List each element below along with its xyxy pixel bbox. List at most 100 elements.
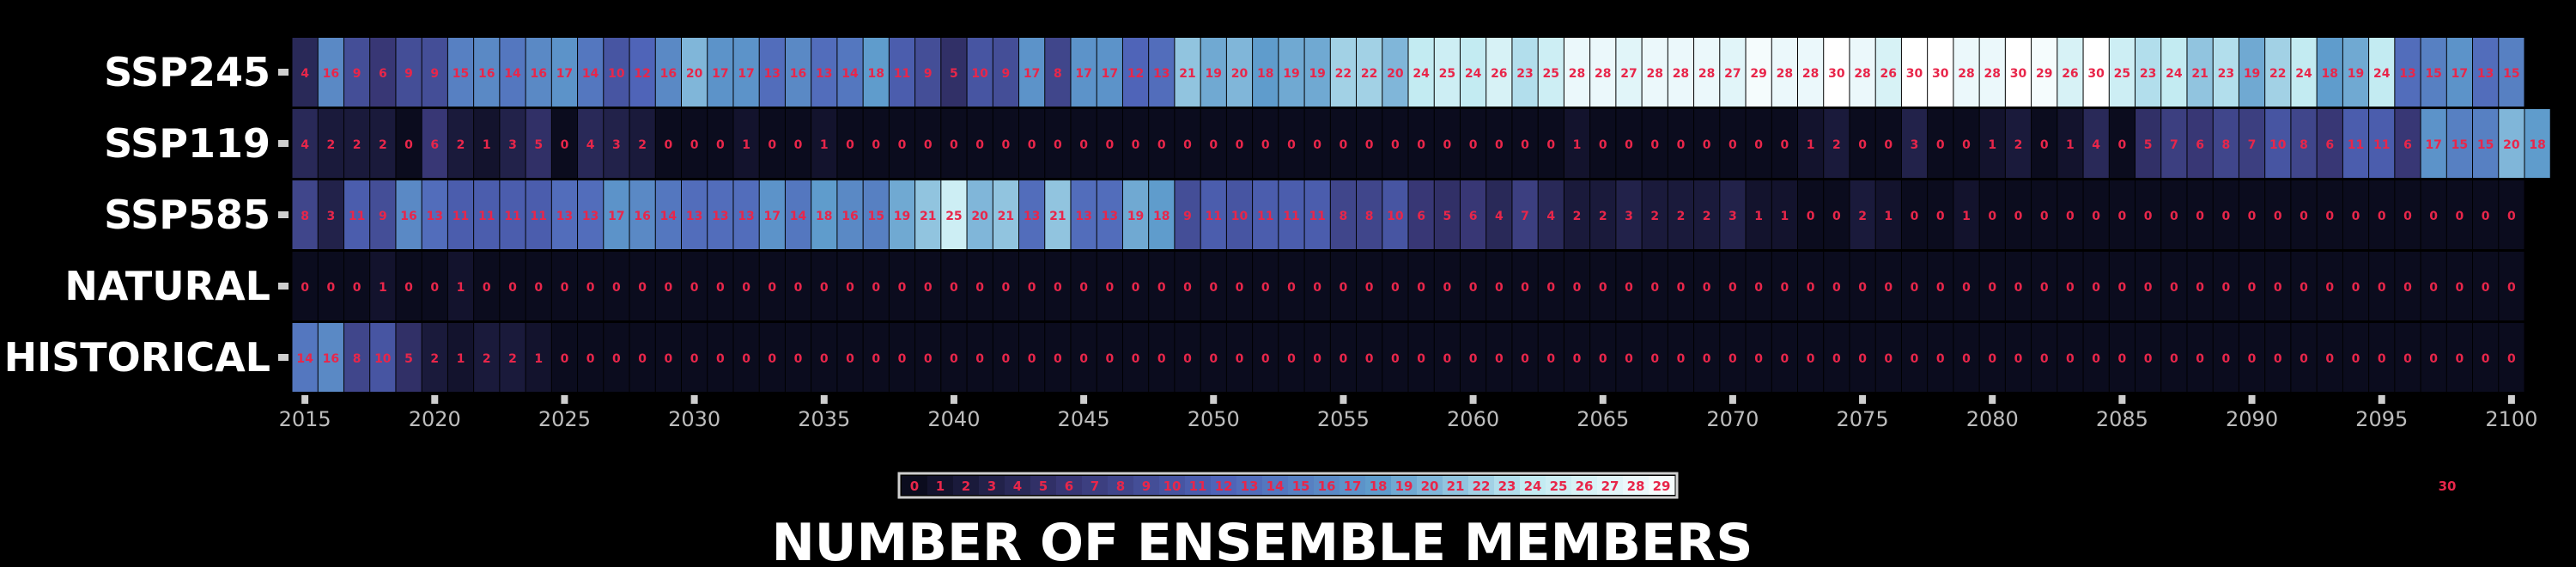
heatmap-cell bbox=[1797, 109, 1824, 178]
heatmap-cell bbox=[578, 323, 604, 392]
heatmap-cell bbox=[2213, 252, 2239, 320]
cell-value: 0 bbox=[2378, 210, 2386, 223]
heatmap-cell bbox=[1382, 323, 1408, 392]
heatmap-cell bbox=[578, 252, 604, 320]
heatmap-cell bbox=[551, 109, 578, 178]
cell-value: 0 bbox=[1028, 352, 1036, 366]
cell-value: 24 bbox=[2166, 67, 2183, 81]
cell-value: 0 bbox=[1728, 352, 1737, 366]
cell-value: 0 bbox=[1313, 138, 1321, 152]
cell-value: 19 bbox=[1206, 67, 1222, 81]
cell-value: 2 bbox=[1703, 210, 1711, 223]
heatmap-cell bbox=[1824, 323, 1850, 392]
cell-value: 17 bbox=[2425, 138, 2441, 152]
heatmap-cell bbox=[1616, 180, 1642, 249]
cell-value: 0 bbox=[664, 281, 672, 295]
cell-value: 0 bbox=[1443, 281, 1451, 295]
heatmap-cell bbox=[1460, 109, 1486, 178]
cell-value: 0 bbox=[1677, 138, 1686, 152]
cell-value: 0 bbox=[2092, 281, 2100, 295]
cell-value: 16 bbox=[790, 67, 806, 81]
heatmap-cell bbox=[733, 252, 759, 320]
cell-value: 0 bbox=[1728, 138, 1737, 152]
cell-value: 29 bbox=[2036, 67, 2052, 81]
cell-value: 28 bbox=[1673, 67, 1689, 81]
heatmap-cell bbox=[2109, 252, 2136, 320]
colorbar-segment bbox=[902, 476, 928, 495]
cell-value: 0 bbox=[2274, 352, 2282, 366]
cell-value: 0 bbox=[2248, 352, 2257, 366]
heatmap-cell bbox=[2473, 323, 2499, 392]
colorbar-label: 29 bbox=[1653, 479, 1671, 494]
heatmap-cell bbox=[785, 323, 811, 392]
heatmap-cell bbox=[2057, 109, 2083, 178]
cell-value: 28 bbox=[1569, 67, 1585, 81]
heatmap-cell bbox=[811, 252, 837, 320]
heatmap-cell bbox=[1045, 252, 1071, 320]
heatmap-cell bbox=[2499, 109, 2524, 178]
cell-value: 1 bbox=[1780, 210, 1789, 223]
heatmap-cell bbox=[2136, 180, 2161, 249]
heatmap-cell bbox=[500, 252, 526, 320]
heatmap-cell bbox=[2083, 323, 2109, 392]
heatmap-cell bbox=[343, 180, 370, 249]
cell-value: 15 bbox=[2503, 67, 2519, 81]
heatmap-cell bbox=[1279, 180, 1304, 249]
cell-value: 0 bbox=[404, 281, 413, 295]
cell-value: 27 bbox=[1724, 67, 1741, 81]
cell-value: 2 bbox=[1677, 210, 1686, 223]
colorbar-segment bbox=[1340, 476, 1366, 495]
cell-value: 0 bbox=[1962, 138, 1971, 152]
heatmap-cell bbox=[655, 180, 681, 249]
heatmap-cell bbox=[1590, 109, 1616, 178]
heatmap-cell bbox=[1460, 252, 1486, 320]
cell-value: 0 bbox=[2403, 210, 2412, 223]
heatmap-cell bbox=[2421, 252, 2446, 320]
cell-value: 0 bbox=[716, 281, 725, 295]
cell-value: 0 bbox=[2300, 352, 2308, 366]
heatmap-cell bbox=[1175, 180, 1200, 249]
heatmap-cell bbox=[2005, 252, 2032, 320]
heatmap-cell bbox=[629, 109, 655, 178]
heatmap-cell bbox=[2395, 38, 2421, 107]
heatmap-cell bbox=[1382, 252, 1408, 320]
heatmap-cell bbox=[681, 180, 708, 249]
cell-value: 0 bbox=[1365, 281, 1374, 295]
colorbar-segment bbox=[1649, 476, 1675, 495]
cell-value: 1 bbox=[820, 138, 829, 152]
cell-value: 0 bbox=[1313, 281, 1321, 295]
heatmap-cell bbox=[1200, 323, 1226, 392]
cell-value: 0 bbox=[2274, 281, 2282, 295]
heatmap-cell bbox=[2032, 109, 2057, 178]
cell-value: 1 bbox=[457, 281, 465, 295]
heatmap-cell bbox=[1200, 109, 1226, 178]
heatmap-cell bbox=[1564, 323, 1590, 392]
x-tick-mark bbox=[1599, 395, 1607, 404]
heatmap-cell bbox=[1200, 180, 1226, 249]
cell-value: 10 bbox=[1231, 210, 1249, 223]
cell-value: 17 bbox=[764, 210, 781, 223]
heatmap-cell bbox=[2136, 38, 2161, 107]
cell-value: 0 bbox=[975, 138, 984, 152]
heatmap-cell bbox=[1486, 252, 1512, 320]
heatmap-cell bbox=[1357, 180, 1382, 249]
heatmap-cell bbox=[1330, 323, 1357, 392]
cell-value: 0 bbox=[1157, 138, 1166, 152]
x-tick-mark bbox=[1728, 395, 1736, 404]
heatmap-cell bbox=[1226, 323, 1253, 392]
heatmap-cell bbox=[1590, 38, 1616, 107]
colorbar-label: 28 bbox=[1627, 479, 1645, 494]
cell-value: 0 bbox=[1858, 352, 1867, 366]
heatmap-cell bbox=[474, 323, 500, 392]
heatmap-cell bbox=[1824, 38, 1850, 107]
heatmap-cell bbox=[1071, 109, 1097, 178]
cell-value: 0 bbox=[1780, 138, 1789, 152]
cell-value: 18 bbox=[867, 67, 884, 81]
heatmap-cell bbox=[2083, 38, 2109, 107]
cell-value: 10 bbox=[2269, 138, 2287, 152]
heatmap-cell bbox=[2136, 252, 2161, 320]
heatmap-cell bbox=[604, 323, 629, 392]
cell-value: 0 bbox=[846, 352, 854, 366]
heatmap-cell bbox=[1824, 180, 1850, 249]
cell-value: 0 bbox=[1105, 138, 1114, 152]
